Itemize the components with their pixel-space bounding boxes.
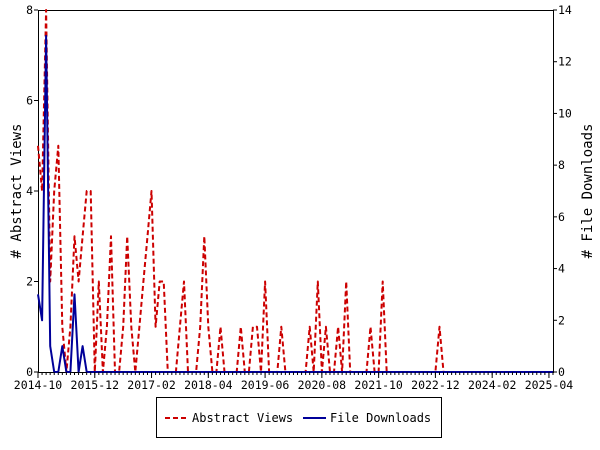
x-tick-label: 2025-04 [525, 378, 574, 392]
x-tick-label: 2014-10 [14, 378, 63, 392]
y-left-tick-label: 2 [26, 275, 33, 289]
x-tick-label: 2020-08 [298, 378, 347, 392]
x-tick-label: 2024-02 [468, 378, 516, 392]
y-left-tick-label: 0 [26, 365, 33, 379]
y-axis-right-title: # File Downloads [580, 124, 596, 259]
y-right-tick-label: 8 [558, 158, 565, 172]
x-tick-label: 2015-12 [71, 378, 119, 392]
y-right-tick-label: 12 [558, 55, 572, 69]
y-right-tick-label: 10 [558, 106, 572, 120]
x-tick-label: 2021-10 [354, 378, 403, 392]
x-tick-label: 2018-04 [184, 378, 233, 392]
y-right-tick-label: 4 [558, 262, 565, 276]
y-right-tick-label: 14 [558, 3, 572, 17]
x-tick-label: 2017-02 [127, 378, 175, 392]
y-axis-left-title: # Abstract Views [9, 124, 25, 259]
legend-box [156, 397, 442, 438]
x-tick-label: 2019-06 [241, 378, 290, 392]
axis-layer: 0 2 4 6 8 0 2 4 6 8 10 12 14 2014-10 2015-12 2017-02 201… [14, 3, 573, 392]
y-right-tick-label: 2 [558, 313, 565, 327]
y-right-tick-label: 0 [558, 365, 565, 379]
y-left-tick-label: 8 [26, 3, 33, 17]
y-right-tick-label: 6 [558, 210, 565, 224]
y-left-tick-label: 4 [26, 184, 33, 198]
legend: Abstract Views File Downloads [156, 397, 442, 438]
legend-label-abstract-views: Abstract Views [192, 411, 293, 425]
legend-label-file-downloads: File Downloads [330, 411, 431, 425]
plot-area [38, 10, 554, 373]
x-tick-label: 2022-12 [411, 378, 459, 392]
y-left-tick-label: 6 [26, 94, 33, 108]
